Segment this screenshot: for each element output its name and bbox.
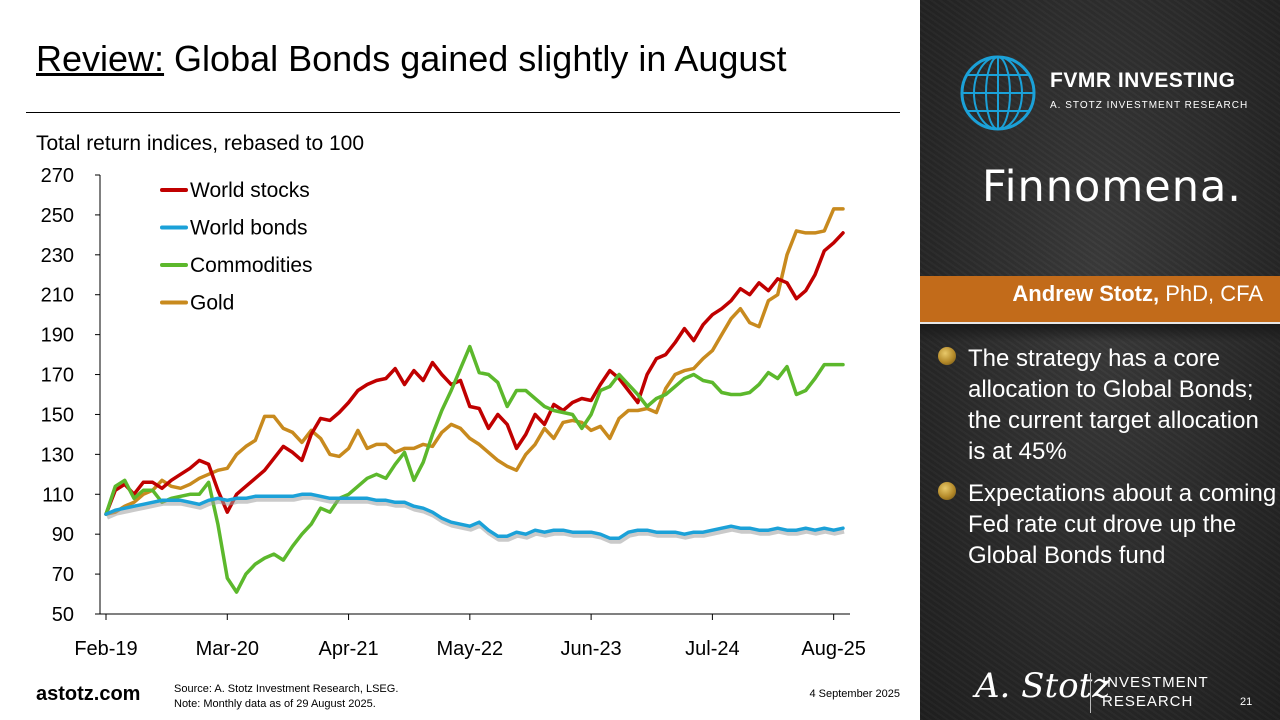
- x-tick-label: Jul-24: [685, 638, 739, 660]
- signature-divider: [1090, 673, 1091, 713]
- slide-title: Review: Global Bonds gained slightly in …: [36, 38, 786, 80]
- right-panel: FVMR INVESTING A. STOTZ INVESTMENT RESEA…: [920, 0, 1280, 720]
- author-shadow: [920, 324, 1280, 342]
- series-line-gold: [104, 207, 845, 516]
- note-text: Note: Monthly data as of 29 August 2025.: [174, 698, 376, 710]
- brand-name: FVMR INVESTING: [1050, 69, 1236, 92]
- x-tick-label: Jun-23: [561, 638, 622, 660]
- chart-series: [104, 207, 845, 594]
- y-tick-label: 270: [41, 165, 74, 187]
- y-tick-label: 70: [52, 564, 74, 586]
- title-divider: [26, 112, 900, 113]
- legend-label: Commodities: [190, 254, 313, 277]
- signature-logo: A. Stotz: [975, 666, 1111, 706]
- author-credentials: PhD, CFA: [1159, 281, 1263, 306]
- series-line-world-stocks: [104, 231, 845, 516]
- website-label: astotz.com: [36, 683, 141, 705]
- y-tick-label: 250: [41, 205, 74, 227]
- legend-label: Gold: [190, 292, 234, 315]
- line-chart: Total return indices, rebased to 100 50 7…: [36, 132, 866, 660]
- y-tick-label: 230: [41, 245, 74, 267]
- author-name: Andrew Stotz, PhD, CFA: [920, 281, 1263, 307]
- bullet-icon: [938, 482, 956, 500]
- y-tick-label: 130: [41, 444, 74, 466]
- author-divider: [920, 322, 1280, 324]
- legend-label: World bonds: [190, 217, 308, 240]
- title-text: Global Bonds gained slightly in August: [164, 38, 787, 79]
- source-text: Source: A. Stotz Investment Research, LS…: [174, 683, 399, 695]
- partner-logo: Finnomena.: [982, 162, 1242, 212]
- title-review-label: Review:: [36, 38, 165, 79]
- report-date: 4 September 2025: [809, 688, 900, 700]
- series-shadow: [106, 494, 845, 544]
- y-tick-label: 90: [52, 524, 74, 546]
- bullet-text: Expectations about a coming Fed rate cut…: [968, 480, 1277, 569]
- y-tick-label: 150: [41, 404, 74, 426]
- y-tick-label: 110: [42, 484, 74, 506]
- bullet-text: The strategy has a core allocation to Gl…: [968, 345, 1259, 465]
- ir-label-line2: RESEARCH: [1102, 693, 1194, 710]
- globe-icon: [960, 55, 1036, 131]
- chart-title: Total return indices, rebased to 100: [36, 132, 364, 155]
- series-line-world-bonds: [104, 492, 845, 540]
- x-tick-label: Apr-21: [319, 638, 379, 660]
- y-tick-label: 210: [41, 285, 74, 307]
- bullet-icon: [938, 347, 956, 365]
- y-tick-label: 170: [41, 365, 74, 387]
- x-tick-label: Aug-25: [801, 638, 866, 660]
- y-tick-label: 50: [52, 604, 74, 626]
- brand-subtitle: A. STOTZ INVESTMENT RESEARCH: [1050, 100, 1249, 111]
- x-tick-label: Mar-20: [196, 638, 259, 660]
- source-note: Source: A. Stotz Investment Research, LS…: [174, 682, 398, 712]
- chart-legend: World stocks World bonds Commodities Gold: [160, 179, 313, 315]
- author-bar: [920, 276, 1280, 322]
- y-tick-label: 190: [41, 325, 74, 347]
- x-tick-label: Feb-19: [74, 638, 137, 660]
- author-name-text: Andrew Stotz,: [1012, 281, 1160, 306]
- ir-label-line1: INVESTMENT: [1102, 674, 1209, 691]
- page-number: 21: [1240, 696, 1253, 708]
- chart-axes: 50 70 90 110 130 150 170 190 210 230 250 270 Feb-19 M…: [41, 165, 866, 660]
- x-tick-label: May-22: [436, 638, 503, 660]
- legend-label: World stocks: [190, 179, 310, 202]
- series-line-commodities: [104, 344, 845, 594]
